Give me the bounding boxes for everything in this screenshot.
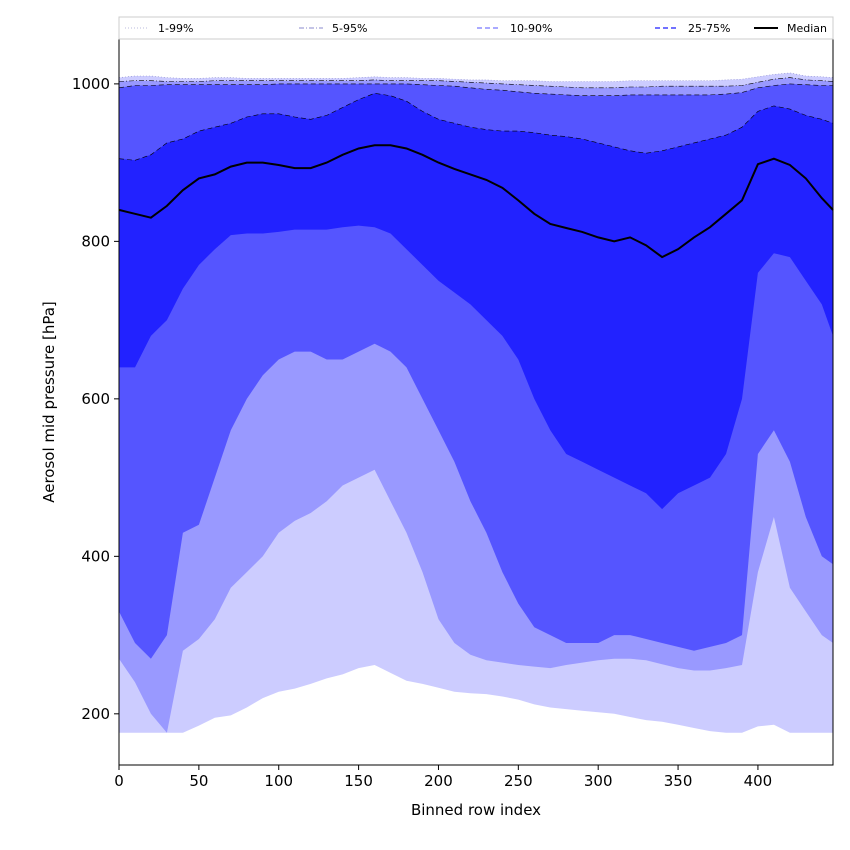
x-axis-label: Binned row index (411, 801, 541, 819)
y-tick-label: 800 (81, 232, 110, 250)
x-tick-label: 250 (504, 772, 533, 790)
x-tick-label: 200 (424, 772, 453, 790)
median-line-layer (118, 144, 834, 259)
y-tick-label: 200 (81, 705, 110, 723)
legend-label: 25-75% (688, 22, 730, 35)
x-tick-label: 350 (664, 772, 693, 790)
x-tick-label: 400 (744, 772, 773, 790)
legend-label: 10-90% (510, 22, 552, 35)
legend-label: 5-95% (332, 22, 367, 35)
band-upper-edge-25-75pct (118, 92, 834, 161)
y-axis: 200 400 600 800 1000 (72, 75, 119, 723)
legend-label: 1-99% (158, 22, 193, 35)
x-tick-label: 300 (584, 772, 613, 790)
legend-label: Median (787, 22, 827, 35)
legend-box (118, 16, 834, 40)
x-tick-label: 150 (344, 772, 373, 790)
y-tick-label: 1000 (72, 75, 110, 93)
band-25-75pct (119, 93, 833, 510)
median-line (118, 144, 834, 259)
legend: 1-99% 5-95% 10-90% 25-75% Median (118, 16, 834, 40)
y-tick-label: 600 (81, 390, 110, 408)
x-tick-label: 0 (114, 772, 124, 790)
x-tick-label: 50 (189, 772, 208, 790)
x-tick-label: 100 (264, 772, 293, 790)
percentile-bands (118, 72, 834, 733)
x-axis: 0 50 100 150 200 250 300 350 400 (114, 765, 772, 790)
band-upper-edge-1-99pct (118, 72, 834, 82)
y-tick-label: 400 (81, 547, 110, 565)
y-axis-label: Aerosol mid pressure [hPa] (40, 301, 58, 503)
